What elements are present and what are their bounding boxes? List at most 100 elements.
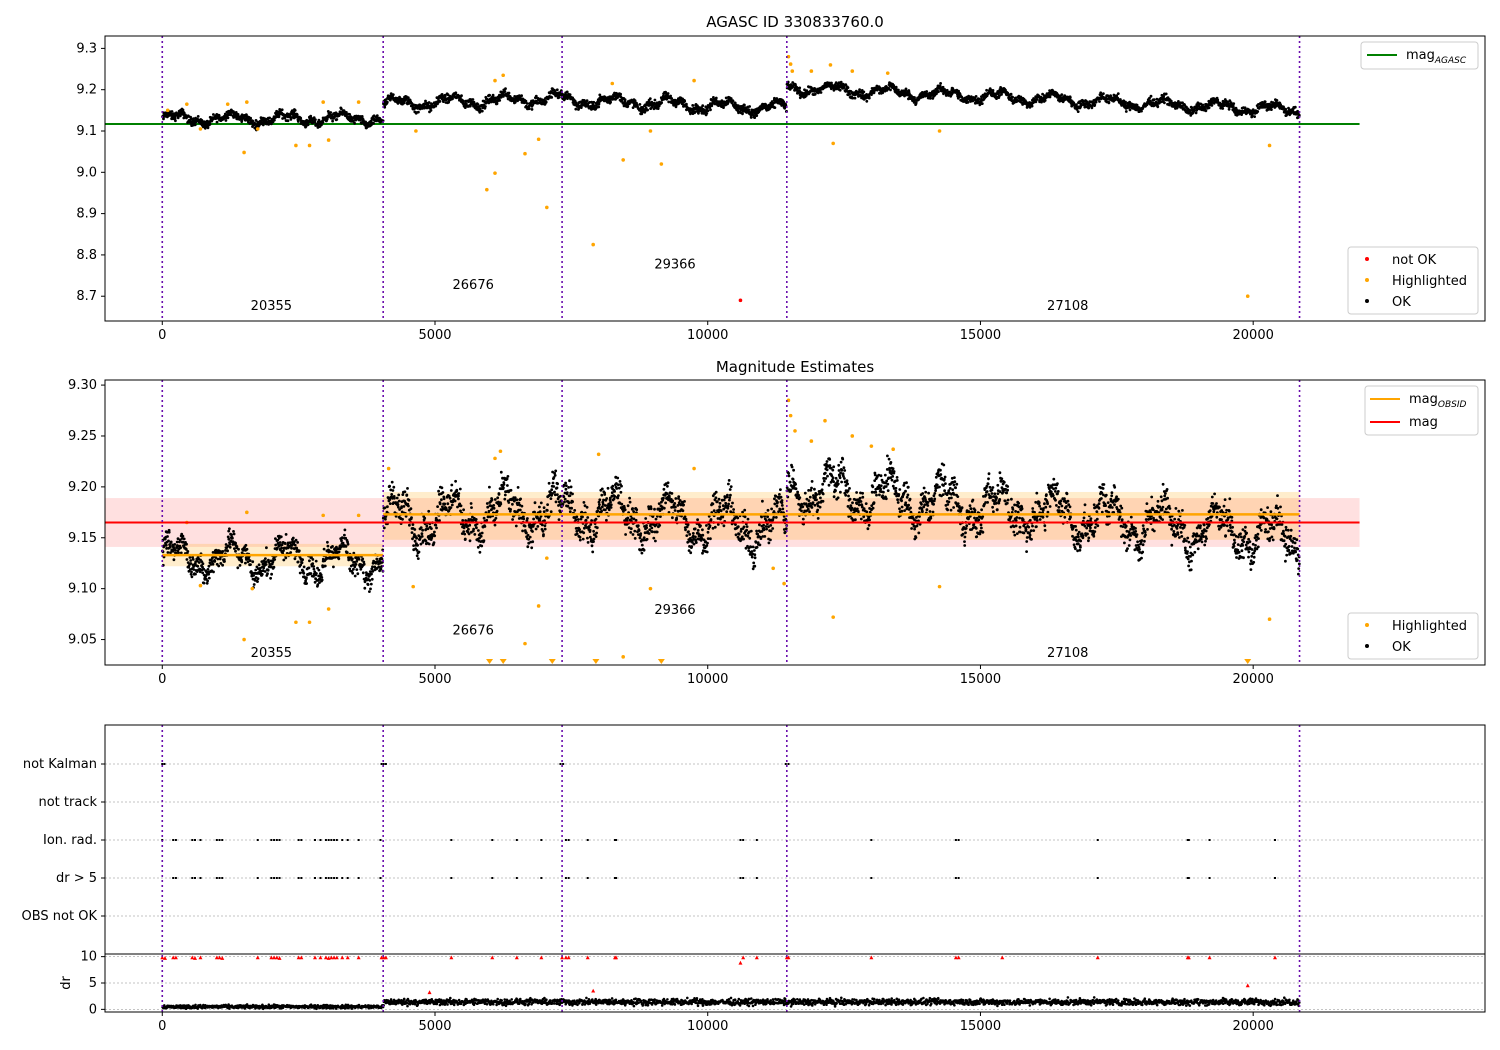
ok-point (352, 567, 355, 571)
ok-point (574, 101, 578, 104)
y-tick-label: 9.1 (76, 124, 97, 139)
ok-point (281, 117, 284, 120)
ok-point (369, 587, 372, 591)
ok-point (656, 107, 660, 110)
x-tick-label: 0 (158, 328, 166, 343)
ok-point (549, 497, 553, 500)
ok-point (412, 103, 415, 107)
ok-point (179, 546, 183, 550)
ok-point (551, 481, 555, 485)
ok-point (619, 92, 622, 96)
ok-point (596, 509, 600, 513)
ok-point (397, 499, 401, 503)
ok-point (726, 101, 730, 104)
ok-point (591, 550, 595, 554)
ok-point (460, 94, 463, 98)
ok-point (705, 112, 709, 115)
ok-point (289, 118, 293, 121)
ok-point (710, 104, 714, 108)
ok-point (170, 110, 174, 113)
ok-point (544, 100, 548, 104)
ok-point (1216, 98, 1220, 102)
ok-point (542, 506, 546, 510)
ok-point (507, 91, 511, 95)
ok-point (268, 116, 271, 120)
ok-point (592, 529, 595, 533)
highlighted-point (692, 78, 696, 83)
ok-point (613, 490, 616, 493)
ok-point (875, 84, 879, 88)
ok-point (326, 540, 329, 544)
ok-point (202, 581, 206, 585)
ok-point (274, 543, 278, 547)
ok-point (532, 517, 535, 521)
ok-point (846, 86, 850, 89)
ok-point (617, 486, 621, 490)
ok-point (939, 82, 942, 85)
ok-point (182, 537, 186, 541)
ok-point (265, 546, 268, 550)
ok-point (552, 485, 556, 488)
ok-point (530, 546, 534, 550)
ok-point (446, 502, 450, 506)
ok-point (236, 566, 240, 570)
ok-point (592, 537, 596, 541)
ok-point (588, 528, 592, 532)
ok-point (438, 100, 442, 103)
highlighted-point (1245, 294, 1250, 299)
ok-point (488, 485, 491, 489)
highlighted-point (937, 129, 942, 133)
ok-point (337, 557, 341, 561)
ok-point (593, 104, 596, 108)
ok-point (427, 509, 431, 513)
ok-point (396, 503, 400, 507)
ok-point (462, 508, 465, 512)
ok-point (586, 516, 590, 519)
ok-point (326, 544, 330, 548)
ok-point (461, 99, 465, 103)
ok-point (235, 545, 239, 548)
panel-agasc-magnitude: AGASC ID 330833760.0 2035526676293662710… (76, 13, 1486, 343)
ok-point (192, 117, 195, 121)
ok-point (256, 580, 259, 583)
ok-point (594, 517, 598, 521)
ok-point (495, 509, 499, 513)
ok-point (312, 565, 316, 568)
ok-point (340, 539, 343, 543)
ok-point (320, 123, 323, 127)
ok-point (974, 95, 978, 98)
ok-point (212, 570, 215, 574)
ok-point (361, 557, 365, 561)
ok-point (502, 483, 506, 486)
highlighted-point (536, 137, 541, 142)
obsid-label: 27108 (1047, 299, 1088, 314)
ok-point (1060, 93, 1064, 96)
ok-point (515, 498, 519, 502)
ok-point (375, 114, 379, 118)
ok-point (286, 119, 290, 123)
ok-point (581, 537, 585, 541)
ok-point (331, 119, 334, 123)
ok-point (469, 502, 473, 505)
ok-point (375, 557, 379, 561)
ok-point (319, 573, 323, 577)
ok-point (527, 107, 531, 110)
ok-point (238, 564, 242, 567)
highlighted-point (523, 151, 527, 156)
ok-point (454, 479, 457, 483)
ok-point (565, 90, 569, 94)
ok-point (457, 494, 460, 498)
ok-point (228, 527, 231, 531)
ok-point (309, 572, 313, 575)
ok-point (402, 505, 406, 508)
ok-point (429, 109, 433, 112)
ok-point (311, 558, 315, 561)
ok-point (237, 547, 240, 551)
ok-point (385, 100, 389, 104)
ok-point (697, 111, 700, 115)
ok-point (234, 549, 237, 553)
ok-point (619, 490, 623, 494)
ok-point (709, 108, 712, 112)
ok-point (858, 88, 861, 91)
